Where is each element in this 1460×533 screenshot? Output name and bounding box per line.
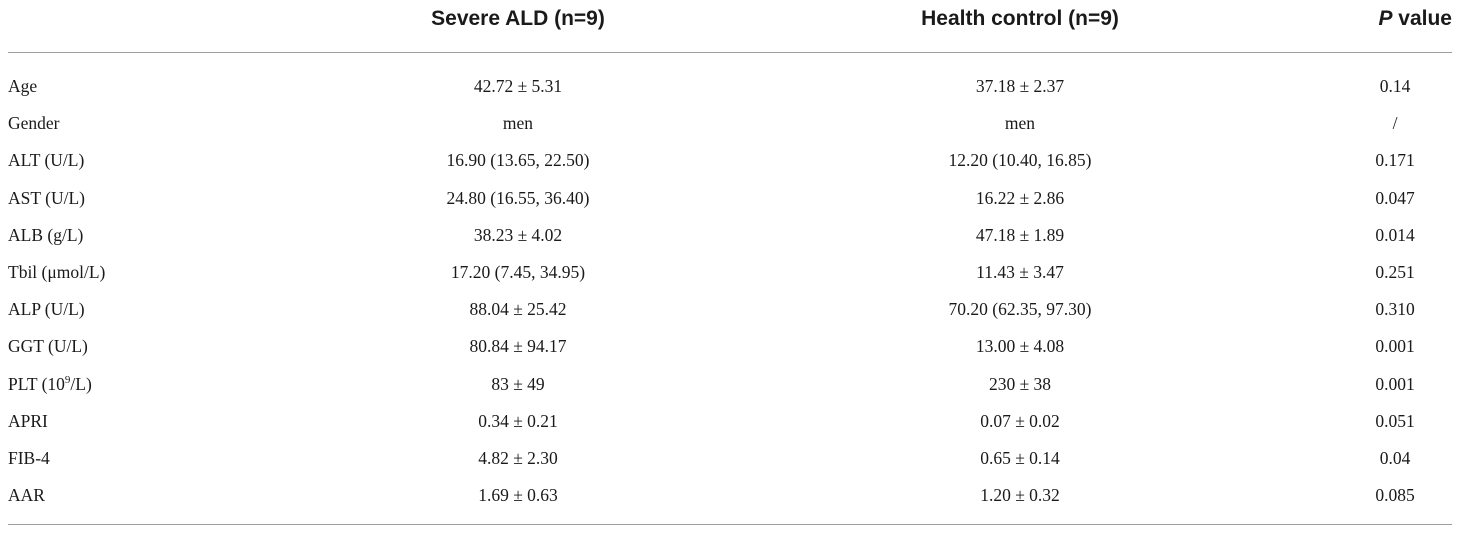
table-row: ALT (U/L) 16.90 (13.65, 22.50) 12.20 (10…: [8, 142, 1452, 179]
p-value: 0.085: [1375, 485, 1415, 506]
table-row: AST (U/L) 24.80 (16.55, 36.40) 16.22 ± 2…: [8, 180, 1452, 217]
table-row: FIB-4 4.82 ± 2.30 0.65 ± 0.14 0.04: [8, 440, 1452, 477]
severe-value: 83 ± 49: [491, 373, 545, 394]
p-value: 0.047: [1375, 187, 1415, 208]
p-value: 0.001: [1375, 336, 1415, 357]
control-value: 1.20 ± 0.32: [980, 485, 1060, 506]
table-body: Age 42.72 ± 5.31 37.18 ± 2.37 0.14 Gende…: [8, 53, 1452, 514]
severe-value: 24.80 (16.55, 36.40): [446, 187, 590, 208]
row-label: Tbil (μmol/L): [8, 261, 106, 282]
control-value: 47.18 ± 1.89: [975, 224, 1065, 245]
control-value: 230 ± 38: [988, 373, 1052, 394]
comparison-table: Severe ALD (n=9) Health control (n=9) P …: [8, 0, 1452, 525]
p-value: 0.051: [1375, 410, 1415, 431]
row-label: Gender: [8, 113, 60, 134]
table-bottom-rule: [8, 524, 1452, 525]
row-label: ALB (g/L): [8, 224, 84, 245]
severe-value: 1.69 ± 0.63: [478, 485, 558, 506]
row-label: ALP (U/L): [8, 299, 85, 320]
row-label: AST (U/L): [8, 187, 85, 208]
severe-value: 16.90 (13.65, 22.50): [446, 150, 590, 171]
p-value: 0.014: [1375, 224, 1415, 245]
p-value: 0.04: [1379, 447, 1411, 468]
p-value: /: [1392, 113, 1398, 134]
row-label-post: /L): [70, 373, 92, 394]
control-value: 13.00 ± 4.08: [975, 336, 1065, 357]
header-p-value: P value: [1378, 7, 1452, 31]
severe-value: men: [502, 113, 534, 134]
row-label: Age: [8, 76, 38, 96]
row-label: GGT (U/L): [8, 336, 88, 357]
row-label: AAR: [8, 485, 45, 506]
control-value: 0.07 ± 0.02: [980, 410, 1060, 431]
table-row: Tbil (μmol/L) 17.20 (7.45, 34.95) 11.43 …: [8, 254, 1452, 291]
header-p-rest: value: [1392, 7, 1452, 30]
severe-value: 80.84 ± 94.17: [469, 336, 567, 357]
header-health-control: Health control (n=9): [921, 7, 1119, 30]
row-label: APRI: [8, 410, 48, 431]
header-severe-ald: Severe ALD (n=9): [431, 7, 605, 30]
p-value: 0.14: [1379, 76, 1411, 96]
severe-value: 38.23 ± 4.02: [473, 224, 563, 245]
row-label-sup: 9: [64, 373, 71, 386]
row-label: PLT (109/L): [8, 366, 92, 403]
p-value: 0.310: [1375, 299, 1415, 320]
row-label: FIB-4: [8, 447, 50, 468]
p-value: 0.001: [1375, 373, 1415, 394]
control-value: 70.20 (62.35, 97.30): [948, 299, 1092, 320]
severe-value: 42.72 ± 5.31: [473, 76, 563, 96]
p-value: 0.171: [1375, 150, 1415, 171]
p-value: 0.251: [1375, 261, 1415, 282]
severe-value: 0.34 ± 0.21: [478, 410, 558, 431]
control-value: 16.22 ± 2.86: [975, 187, 1065, 208]
severe-value: 4.82 ± 2.30: [478, 447, 558, 468]
control-value: 0.65 ± 0.14: [980, 447, 1060, 468]
table-row: AAR 1.69 ± 0.63 1.20 ± 0.32 0.085: [8, 477, 1452, 514]
table-row: Age 42.72 ± 5.31 37.18 ± 2.37 0.14: [8, 68, 1452, 105]
control-value: 37.18 ± 2.37: [975, 76, 1065, 96]
table-row: Gender men men /: [8, 105, 1452, 142]
row-label-pre: PLT (10: [8, 373, 65, 394]
table-row: GGT (U/L) 80.84 ± 94.17 13.00 ± 4.08 0.0…: [8, 328, 1452, 365]
table-header-row: Severe ALD (n=9) Health control (n=9) P …: [8, 0, 1452, 53]
control-value: men: [1004, 113, 1036, 134]
table-row: APRI 0.34 ± 0.21 0.07 ± 0.02 0.051: [8, 403, 1452, 440]
severe-value: 88.04 ± 25.42: [469, 299, 567, 320]
control-value: 12.20 (10.40, 16.85): [948, 150, 1092, 171]
table-row: ALP (U/L) 88.04 ± 25.42 70.20 (62.35, 97…: [8, 291, 1452, 328]
table-row: ALB (g/L) 38.23 ± 4.02 47.18 ± 1.89 0.01…: [8, 217, 1452, 254]
row-label: ALT (U/L): [8, 150, 85, 171]
control-value: 11.43 ± 3.47: [976, 261, 1064, 282]
severe-value: 17.20 (7.45, 34.95): [450, 261, 586, 282]
table-row: PLT (109/L) 83 ± 49 230 ± 38 0.001: [8, 366, 1452, 403]
header-p-letter: P: [1378, 7, 1393, 30]
